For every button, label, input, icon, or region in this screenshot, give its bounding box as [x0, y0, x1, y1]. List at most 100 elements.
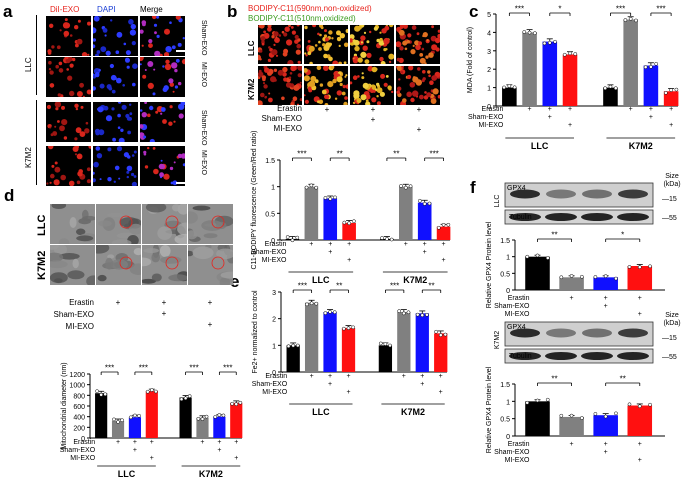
cell-dot	[425, 55, 429, 59]
blot-k7m2-tub-band-2	[581, 352, 613, 360]
d-top-sign-2-2: +	[208, 320, 213, 329]
cell-dot	[95, 131, 100, 136]
f1-s0: +	[638, 295, 642, 302]
panel-d-label: d	[4, 186, 15, 205]
tem-structure	[129, 263, 141, 275]
cell-dot	[63, 30, 70, 37]
b2-pt-6-2	[427, 201, 432, 206]
tem-structure	[59, 253, 80, 260]
cell-dot	[398, 29, 405, 36]
cell-dot	[383, 37, 390, 45]
cell-dot	[421, 79, 425, 83]
cell-dot	[75, 107, 79, 111]
e2-pt-5-2	[406, 310, 411, 315]
tem-structure	[143, 248, 159, 254]
d2-pt-2-0	[128, 415, 133, 420]
cell-dot	[437, 94, 440, 99]
b2-pt-2-1	[328, 197, 333, 201]
e2-sig0-label: ***	[298, 282, 307, 291]
cell-dot	[88, 146, 91, 149]
tem-structure	[69, 217, 77, 228]
cell-dot	[325, 42, 331, 49]
e2-pt-3-1	[346, 326, 351, 330]
cell-dot	[409, 82, 416, 88]
blot-llc-gpx4-band-0	[510, 189, 540, 199]
tem-structure	[188, 230, 198, 240]
cell-dot	[287, 60, 294, 64]
c-bar-7	[663, 91, 679, 106]
b2-mi: MI-EXO	[262, 257, 287, 264]
cell-dot	[180, 153, 185, 159]
d2-sig3-label: ***	[223, 364, 232, 373]
d2-s0: +	[133, 439, 137, 446]
tem-structure	[88, 205, 95, 210]
tem-structure	[86, 275, 95, 285]
cell-dot	[182, 163, 185, 167]
f2-bar-0	[525, 401, 550, 436]
cell-dot	[115, 50, 120, 54]
cell-dot	[125, 57, 130, 63]
e2-bar-1	[304, 302, 319, 372]
cell-dot	[48, 60, 52, 65]
tem-r1-c0	[50, 245, 95, 285]
blot-llc-tub-label: Tubulin	[509, 214, 532, 221]
c-sig0-label: ***	[515, 5, 524, 14]
d2-sig0-label: ***	[105, 364, 114, 373]
d-top-sign-0-0: +	[116, 298, 121, 307]
d2-pt-6-1	[217, 413, 222, 417]
blot-llc-tub-band-0	[509, 213, 541, 221]
b2-sig3-label: ***	[429, 150, 438, 159]
tem-structure	[110, 259, 128, 270]
cell-dot	[389, 25, 394, 28]
cell-dot	[271, 49, 278, 56]
d2-pt-6-0	[213, 415, 218, 419]
mito-circle	[119, 215, 133, 229]
c-tick-label: 3	[487, 49, 491, 56]
f1-s0: +	[604, 295, 608, 302]
tem-r0-c1	[96, 204, 141, 244]
cell-dot	[312, 25, 317, 28]
blot-llc-tub-band-1	[545, 213, 577, 221]
cell-dot	[105, 115, 113, 122]
micro-a-r1-c2	[140, 57, 185, 97]
cell-dot	[331, 37, 334, 40]
e2-tick-label: 0	[272, 370, 276, 377]
cell-dot	[388, 53, 394, 60]
cell-dot	[328, 30, 333, 35]
tem-structure	[172, 204, 181, 212]
cell-dot	[140, 57, 144, 62]
tem-structure	[76, 228, 86, 236]
cell-dot	[107, 147, 112, 152]
cell-dot	[299, 98, 302, 102]
tem-structure	[145, 204, 167, 213]
cell-dot	[143, 152, 147, 156]
b2-sig0-label: ***	[297, 150, 306, 159]
cell-dot	[118, 137, 125, 142]
cell-dot	[128, 117, 132, 121]
cell-dot	[99, 16, 102, 18]
cell-dot	[376, 95, 379, 98]
cell-dot	[76, 91, 83, 97]
c-bar-4	[603, 87, 618, 106]
cell-dot	[129, 112, 133, 116]
d-sham-label: Sham-EXO	[54, 310, 94, 319]
cell-dot	[426, 39, 429, 42]
cell-dot	[154, 50, 161, 56]
b2-bar-1	[304, 186, 319, 240]
cell-dot	[324, 103, 329, 105]
tem-structure	[188, 250, 194, 257]
c-ylabel: MDA (Fold of control)	[467, 27, 474, 93]
cell-dot	[169, 21, 172, 24]
cell-dot	[357, 57, 363, 63]
cell-dot	[410, 49, 416, 55]
cell-dot	[93, 16, 100, 22]
cell-dot	[133, 150, 137, 154]
cell-dot	[93, 86, 96, 91]
f2-pt-3-1	[637, 404, 642, 409]
cell-dot	[419, 53, 424, 57]
cell-dot	[56, 45, 61, 50]
c-s0: +	[528, 106, 532, 113]
scale-bar	[176, 50, 186, 52]
cell-dot	[308, 45, 315, 52]
